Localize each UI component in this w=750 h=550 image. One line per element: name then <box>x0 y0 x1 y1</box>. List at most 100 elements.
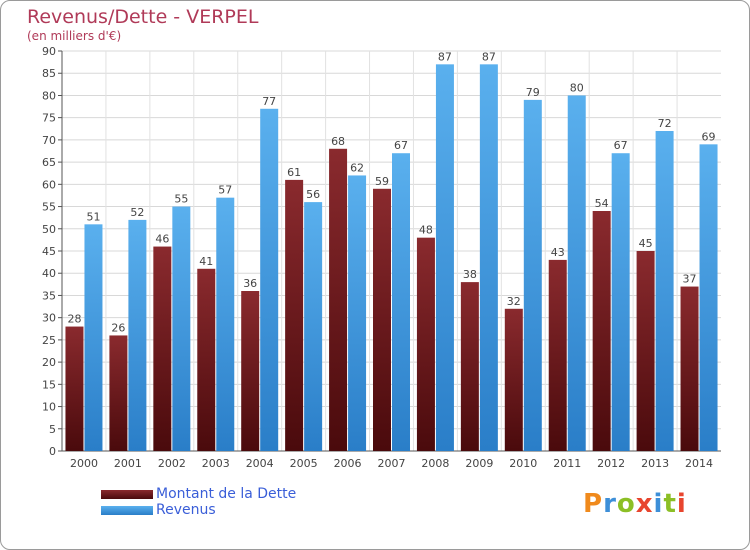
y-tick-label: 40 <box>42 267 56 280</box>
bars <box>65 64 718 452</box>
x-tick-label: 2006 <box>334 457 362 470</box>
bar-debt <box>241 291 260 451</box>
data-label: 52 <box>130 206 144 219</box>
data-label: 36 <box>243 277 257 290</box>
legend-swatch-revenus <box>101 506 153 515</box>
proxiti-logo: Proxiti <box>583 489 687 519</box>
y-tick-label: 20 <box>42 356 56 369</box>
bar-debt <box>460 282 479 451</box>
data-label: 51 <box>86 210 100 223</box>
y-tick-label: 80 <box>42 89 56 102</box>
y-tick-label: 70 <box>42 134 56 147</box>
y-tick-label: 65 <box>42 156 56 169</box>
bar-revenus <box>304 202 323 451</box>
data-label: 87 <box>482 50 496 63</box>
x-tick-label: 2002 <box>158 457 186 470</box>
bar-debt <box>416 237 435 451</box>
bar-debt <box>636 251 655 451</box>
x-tick-label: 2008 <box>421 457 449 470</box>
data-labels: 28 51 26 52 46 55 41 57 36 77 61 56 68 62 59 67 48 87 38 87… <box>67 50 715 334</box>
bar-revenus <box>392 153 410 451</box>
x-tick-label: 2000 <box>70 457 98 470</box>
x-tick-label: 2004 <box>246 457 274 470</box>
data-label: 46 <box>155 233 169 246</box>
x-tick-label: 2012 <box>597 457 625 470</box>
data-label: 67 <box>394 139 408 152</box>
data-label: 62 <box>350 161 364 174</box>
y-tick-label: 50 <box>42 223 56 236</box>
x-tick-label: 2011 <box>553 457 581 470</box>
data-label: 45 <box>639 237 653 250</box>
bar-debt <box>592 211 611 451</box>
data-label: 54 <box>595 197 609 210</box>
data-label: 38 <box>463 268 477 281</box>
data-label: 80 <box>570 81 584 94</box>
bar-revenus <box>655 131 674 451</box>
y-tick-label: 85 <box>42 67 56 80</box>
bar-debt <box>548 259 567 451</box>
bar-debt <box>680 286 699 451</box>
chart-title: Revenus/Dette - VERPEL <box>27 6 259 28</box>
legend-swatch-debt <box>101 490 153 499</box>
data-label: 28 <box>67 313 81 326</box>
x-tick-label: 2010 <box>509 457 537 470</box>
bar-revenus <box>260 108 279 452</box>
y-tick-label: 0 <box>49 445 56 458</box>
legend-label-debt: Montant de la Dette <box>156 486 297 502</box>
bar-revenus <box>479 64 498 452</box>
y-tick-label: 60 <box>42 178 56 191</box>
data-label: 59 <box>375 175 389 188</box>
y-tick-label: 30 <box>42 312 56 325</box>
y-tick-label: 45 <box>42 245 56 258</box>
bar-debt <box>153 246 172 451</box>
bar-debt <box>285 179 304 451</box>
x-tick-label: 2007 <box>378 457 406 470</box>
bar-debt <box>373 188 391 451</box>
bar-revenus <box>216 197 235 451</box>
data-label: 69 <box>702 130 716 143</box>
data-label: 87 <box>438 50 452 63</box>
data-label: 79 <box>526 86 540 99</box>
data-label: 32 <box>507 295 521 308</box>
data-label: 41 <box>199 255 213 268</box>
chart-subtitle: (en milliers d'€) <box>27 29 122 43</box>
bar-revenus <box>172 206 191 451</box>
x-tick-label: 2013 <box>641 457 669 470</box>
data-label: 56 <box>306 188 320 201</box>
y-tick-label: 5 <box>49 423 56 436</box>
data-label: 37 <box>683 273 697 286</box>
x-tick-label: 2014 <box>685 457 713 470</box>
x-tick-label: 2001 <box>114 457 142 470</box>
data-label: 68 <box>331 135 345 148</box>
bar-revenus <box>348 175 367 451</box>
y-tick-label: 15 <box>42 378 56 391</box>
x-tick-label: 2009 <box>465 457 493 470</box>
y-tick-label: 10 <box>42 401 56 414</box>
legend-label-revenus: Revenus <box>156 502 216 518</box>
y-tick-label: 75 <box>42 112 56 125</box>
bar-revenus <box>435 64 454 452</box>
data-label: 26 <box>111 321 125 334</box>
bar-revenus <box>84 224 103 451</box>
data-label: 48 <box>419 224 433 237</box>
bar-revenus <box>611 153 630 451</box>
y-tick-label: 25 <box>42 334 56 347</box>
grid-lines <box>62 50 721 452</box>
y-tick-label: 35 <box>42 289 56 302</box>
axes: 0 5 10 15 20 25 30 35 40 45 50 55 60 65 70 75 80 85 90 2000… <box>42 45 721 470</box>
bar-revenus <box>567 95 586 451</box>
data-label: 43 <box>551 246 565 259</box>
bar-debt <box>197 268 216 451</box>
bar-revenus <box>128 219 147 451</box>
x-tick-label: 2005 <box>290 457 318 470</box>
data-label: 55 <box>174 193 188 206</box>
data-label: 67 <box>614 139 628 152</box>
bar-revenus <box>699 144 718 452</box>
x-tick-label: 2003 <box>202 457 230 470</box>
bar-debt <box>65 326 84 451</box>
bar-revenus <box>523 99 542 451</box>
bar-debt <box>329 148 348 451</box>
data-label: 72 <box>658 117 672 130</box>
